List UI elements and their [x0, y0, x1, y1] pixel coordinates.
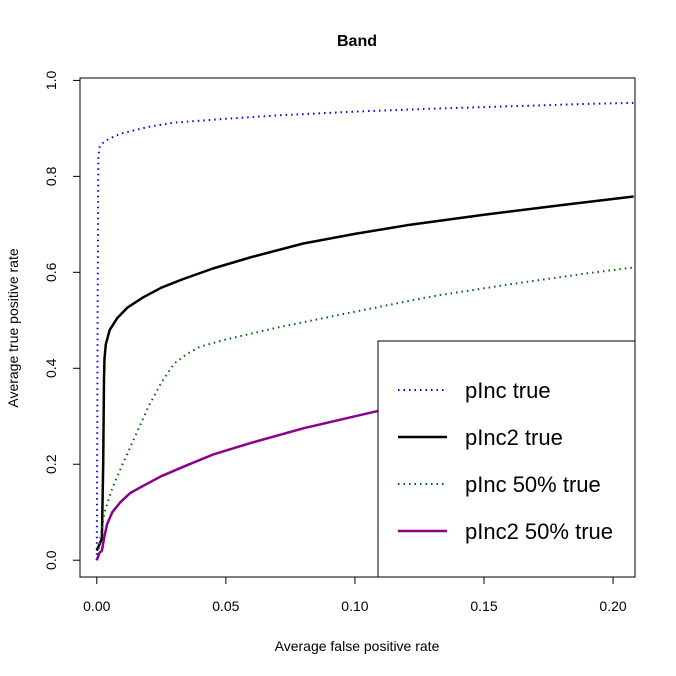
x-tick-label: 0.00	[83, 598, 110, 614]
chart-title: Band	[337, 33, 377, 50]
legend-box	[377, 340, 636, 578]
x-tick-label: 0.05	[212, 598, 239, 614]
legend: pInc true pInc2 true pInc 50% true pInc2 50…	[377, 340, 636, 578]
x-tick-label: 0.10	[341, 598, 368, 614]
x-axis-label: Average false positive rate	[275, 638, 440, 654]
legend-label: pInc true	[465, 378, 551, 403]
y-tick-label: 0.4	[43, 358, 59, 378]
x-tick-label: 0.20	[599, 598, 626, 614]
y-axis-label: Average true positive rate	[5, 248, 21, 407]
y-tick-label: 0.0	[43, 550, 59, 570]
x-tick-label: 0.15	[470, 598, 497, 614]
x-axis: 0.00 0.05 0.10 0.15 0.20	[83, 576, 627, 614]
legend-label: pInc 50% true	[465, 472, 601, 497]
y-tick-label: 0.6	[43, 262, 59, 282]
series-line-2	[95, 195, 634, 552]
y-axis: 0.0 0.2 0.4 0.6 0.8 1.0	[43, 70, 81, 570]
series-line-4	[95, 403, 407, 561]
legend-label: pInc2 true	[465, 425, 563, 450]
legend-label: pInc2 50% true	[465, 519, 613, 544]
y-tick-label: 0.2	[43, 454, 59, 474]
y-tick-label: 1.0	[43, 70, 59, 90]
y-tick-label: 0.8	[43, 166, 59, 186]
